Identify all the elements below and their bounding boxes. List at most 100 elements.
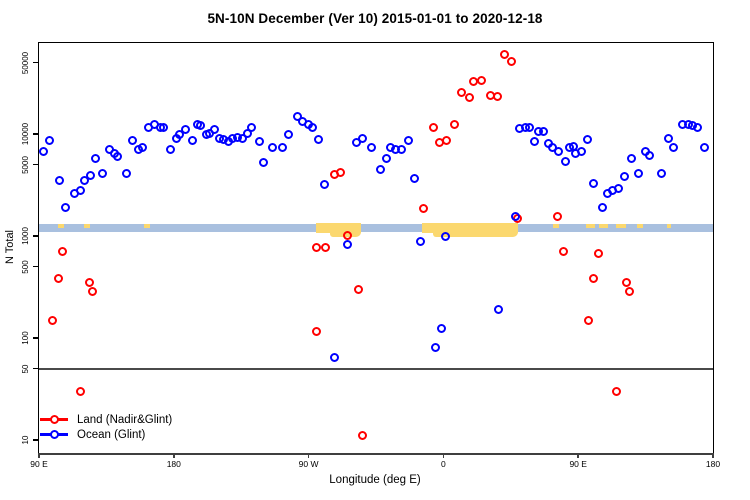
data-point-land	[584, 315, 594, 325]
highlight-segment	[666, 224, 672, 228]
data-point-ocean	[441, 232, 451, 242]
legend-item-land: Land (Nadir&Glint)	[40, 412, 172, 427]
data-point-ocean	[530, 136, 540, 146]
data-point-land	[353, 284, 363, 294]
x-tick	[442, 453, 445, 458]
y-tick	[33, 265, 38, 268]
x-tick-label: 90 W	[298, 459, 319, 469]
x-tick	[307, 453, 310, 458]
data-point-land	[336, 168, 346, 178]
data-point-ocean	[366, 143, 376, 153]
data-point-ocean	[159, 123, 169, 133]
data-point-ocean	[396, 144, 406, 154]
data-point-ocean	[657, 168, 667, 178]
data-point-land	[88, 287, 98, 297]
data-point-ocean	[268, 143, 278, 153]
x-tick-label: 0	[441, 459, 446, 469]
data-point-ocean	[598, 203, 608, 213]
x-tick-label: 180	[166, 459, 181, 469]
data-point-ocean	[238, 133, 248, 143]
data-point-land	[428, 122, 438, 132]
data-point-land	[493, 91, 503, 101]
y-tick	[33, 235, 38, 237]
data-point-land	[594, 248, 604, 258]
data-point-land	[358, 431, 368, 441]
y-tick	[33, 337, 38, 339]
x-tick-label: 180	[705, 459, 721, 469]
data-point-land	[622, 278, 632, 287]
data-point-ocean	[634, 168, 644, 178]
data-point-ocean	[375, 164, 385, 174]
data-point-land	[312, 242, 322, 252]
data-point-ocean	[75, 185, 85, 195]
data-point-ocean	[614, 183, 624, 193]
x-tick	[577, 453, 579, 458]
data-point-ocean	[254, 136, 264, 146]
highlight-segment	[599, 224, 609, 228]
data-point-ocean	[620, 172, 630, 182]
data-point-land	[553, 211, 563, 221]
data-point-land	[559, 247, 569, 257]
data-point-ocean	[284, 129, 294, 139]
data-point-ocean	[98, 168, 108, 178]
data-point-land	[500, 50, 510, 60]
data-point-ocean	[196, 121, 206, 131]
data-point-land	[75, 386, 85, 396]
data-point-ocean	[308, 122, 318, 132]
y-tick	[33, 163, 38, 166]
highlight-segment	[552, 224, 559, 228]
highlight-segment	[58, 224, 65, 228]
legend-label: Land (Nadir&Glint)	[77, 413, 173, 426]
data-point-ocean	[128, 135, 138, 145]
chart-title: 5N-10N December (Ver 10) 2015-01-01 to 2…	[207, 11, 543, 26]
data-point-ocean	[330, 352, 340, 362]
data-point-ocean	[554, 146, 564, 156]
highlight-segment	[615, 224, 627, 228]
data-point-land	[477, 76, 487, 86]
x-tick-label: 90 E	[30, 459, 48, 469]
data-point-ocean	[45, 135, 55, 145]
data-point-ocean	[180, 125, 190, 135]
data-point-land	[312, 326, 322, 336]
data-point-land	[47, 315, 57, 325]
highlight-segment	[143, 224, 150, 228]
data-point-ocean	[539, 127, 549, 137]
data-point-ocean	[320, 179, 330, 189]
legend-circle	[49, 415, 59, 424]
y-tick	[33, 439, 38, 441]
legend-symbol-ocean-icon	[40, 430, 68, 439]
data-point-ocean	[166, 144, 176, 154]
data-point-ocean	[404, 135, 414, 145]
data-point-ocean	[343, 240, 353, 250]
data-point-ocean	[54, 176, 64, 185]
legend-circle	[49, 430, 59, 439]
data-point-land	[84, 278, 94, 287]
highlight-segment	[83, 224, 90, 228]
data-point-ocean	[247, 123, 257, 133]
data-point-ocean	[700, 143, 710, 153]
data-point-land	[53, 274, 63, 284]
x-tick	[38, 453, 40, 458]
data-point-ocean	[188, 135, 198, 145]
x-tick	[173, 453, 175, 458]
data-point-ocean	[210, 125, 220, 135]
legend: Land (Nadir&Glint) Ocean (Glint)	[40, 412, 172, 442]
data-point-ocean	[669, 143, 679, 153]
data-point-ocean	[358, 133, 368, 143]
reference-line	[39, 367, 713, 370]
y-tick	[33, 367, 38, 370]
data-point-land	[442, 135, 452, 145]
x-axis-label: Longitude (deg E)	[329, 474, 421, 486]
data-point-ocean	[259, 158, 269, 168]
data-point-ocean	[525, 123, 535, 133]
data-point-ocean	[436, 323, 446, 333]
data-point-land	[612, 386, 622, 396]
data-point-land	[58, 247, 68, 257]
legend-symbol-land-icon	[40, 415, 68, 424]
data-point-ocean	[381, 153, 391, 163]
legend-label: Ocean (Glint)	[77, 428, 146, 441]
data-point-land	[457, 87, 467, 97]
data-point-ocean	[511, 211, 521, 221]
data-point-ocean	[583, 134, 593, 144]
